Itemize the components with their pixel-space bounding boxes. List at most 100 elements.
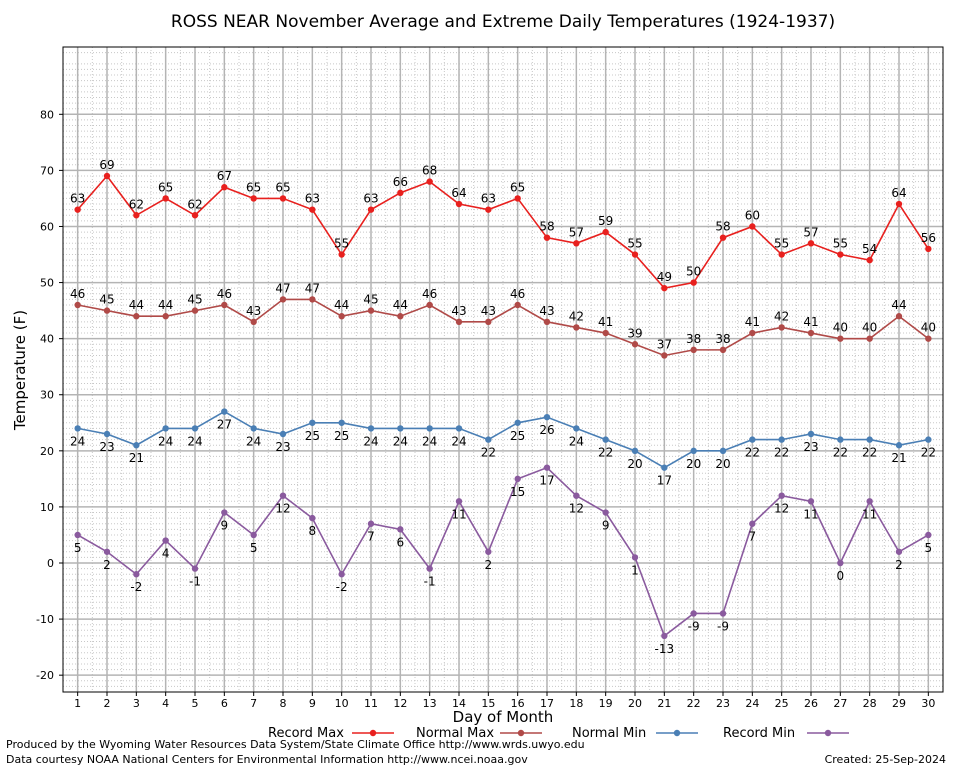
data-point (895, 548, 903, 555)
data-point (367, 206, 375, 213)
grid (62, 46, 944, 693)
data-label: 55 (774, 237, 789, 251)
data-label: 41 (745, 315, 760, 329)
data-label: 12 (774, 502, 789, 516)
legend-swatch-marker (824, 729, 832, 737)
data-point (778, 492, 785, 499)
data-label: 24 (246, 434, 261, 448)
data-point (367, 307, 375, 314)
data-point (133, 313, 140, 320)
data-point (778, 251, 785, 258)
data-label: 2 (895, 558, 903, 572)
data-label: 11 (803, 507, 818, 521)
data-label: 64 (891, 186, 906, 200)
data-point (778, 436, 785, 443)
data-point (103, 307, 111, 314)
data-point (309, 296, 316, 303)
data-point (74, 206, 81, 213)
data-point (661, 464, 668, 471)
legend-swatch-marker (517, 729, 525, 737)
data-point (749, 436, 756, 443)
data-label: 8 (309, 524, 317, 538)
x-tick-label: 2 (104, 697, 111, 710)
data-label: 2 (485, 558, 493, 572)
data-point (543, 413, 551, 421)
data-label: 66 (393, 175, 408, 189)
x-tick-label: 30 (921, 697, 935, 710)
data-point (338, 419, 345, 426)
data-label: 2 (103, 558, 111, 572)
data-point (837, 251, 844, 258)
data-label: 46 (422, 287, 437, 301)
data-point (221, 301, 228, 309)
data-label: 40 (921, 321, 936, 335)
data-label: 60 (745, 208, 760, 222)
data-label: 24 (363, 434, 378, 448)
data-label: 0 (837, 569, 845, 583)
data-point (191, 565, 199, 572)
data-label: -2 (130, 580, 142, 594)
data-point (925, 531, 932, 539)
data-point (807, 240, 815, 247)
data-point (279, 195, 287, 202)
data-point (309, 514, 316, 522)
data-point (661, 352, 668, 359)
data-point (221, 509, 228, 516)
x-tick-label: 23 (716, 697, 730, 710)
data-label: 58 (539, 220, 554, 234)
data-point (925, 436, 932, 443)
data-label: 17 (657, 474, 672, 488)
data-label: 65 (246, 180, 261, 194)
data-point (191, 307, 199, 314)
data-point (221, 184, 228, 191)
legend-label: Record Min (723, 726, 795, 741)
data-label: 65 (510, 180, 525, 194)
data-point (749, 520, 756, 527)
data-label: 12 (569, 502, 584, 516)
data-label: 44 (393, 298, 408, 312)
series-line-record-min (77, 466, 929, 638)
data-label: 49 (657, 270, 672, 284)
data-point (338, 571, 345, 578)
data-label: 9 (602, 519, 610, 533)
data-label: 63 (481, 192, 496, 206)
data-point (338, 313, 345, 320)
data-label: 68 (422, 164, 437, 178)
y-tick-label: 80 (40, 108, 54, 121)
x-tick-label: 29 (892, 697, 906, 710)
x-tick-label: 15 (481, 697, 495, 710)
data-point (162, 313, 169, 320)
data-point (631, 447, 639, 455)
data-label: 24 (393, 434, 408, 448)
data-point (690, 279, 697, 286)
data-point (309, 419, 316, 426)
data-point (426, 425, 433, 432)
legend-label: Normal Max (416, 726, 494, 741)
data-label: 40 (833, 321, 848, 335)
data-point (719, 346, 727, 354)
data-point (485, 548, 492, 555)
data-point (631, 251, 639, 258)
data-label: 45 (99, 293, 114, 307)
data-point (74, 425, 81, 432)
x-tick-label: 3 (133, 697, 140, 710)
data-label: 43 (481, 304, 496, 318)
data-label: -1 (189, 575, 201, 589)
data-point (631, 554, 639, 561)
data-point (807, 329, 815, 337)
x-tick-label: 22 (687, 697, 701, 710)
data-point (661, 632, 668, 640)
data-point (397, 313, 404, 320)
chart-title: ROSS NEAR November Average and Extreme D… (171, 12, 835, 32)
data-point (397, 425, 404, 432)
footer-created-date: Created: 25-Sep-2024 (825, 753, 946, 766)
data-point (573, 324, 580, 331)
data-point (338, 251, 345, 258)
x-tick-label: 28 (863, 697, 877, 710)
data-label: 63 (363, 192, 378, 206)
data-point (279, 296, 287, 303)
footer-produced-by: Produced by the Wyoming Water Resources … (6, 738, 585, 751)
data-point (103, 430, 111, 438)
data-point (543, 234, 551, 241)
data-label: 41 (598, 315, 613, 329)
